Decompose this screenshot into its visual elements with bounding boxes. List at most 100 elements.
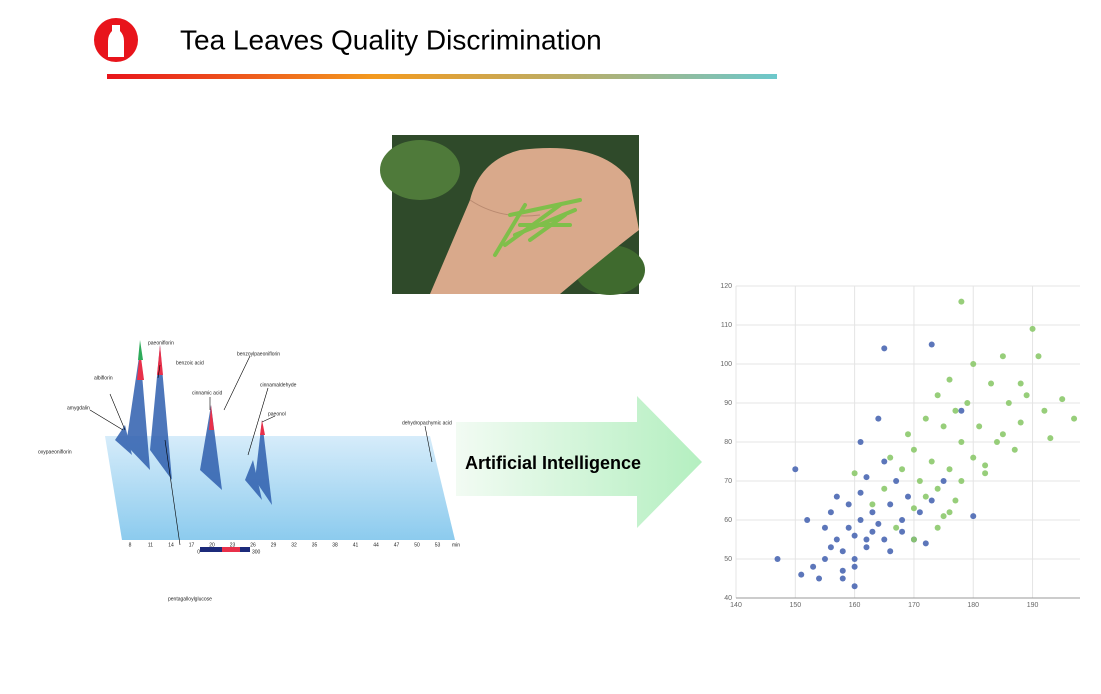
y-tick-label: 60 <box>724 517 732 524</box>
colorbar-label: 300 <box>252 549 261 555</box>
scatter-point <box>1047 435 1054 442</box>
scatter-point <box>875 520 882 527</box>
scatter-point <box>881 458 888 465</box>
scatter-point <box>964 400 971 406</box>
scatter-point <box>928 458 935 465</box>
y-tick-label: 80 <box>724 439 732 446</box>
y-tick-label: 50 <box>724 556 732 563</box>
scatter-point <box>857 489 864 496</box>
compound-label: pentagalloylglucose <box>168 596 212 602</box>
scatter-point <box>1011 446 1018 453</box>
scatter-point <box>1035 353 1042 360</box>
scatter-point <box>857 439 864 445</box>
scatter-chart: 40 50 60 70 80 90 100 110 120 140 150 160 170 180 190 <box>720 283 1080 609</box>
y-tick-label: 110 <box>721 322 732 329</box>
x-tick-label: 160 <box>849 602 861 609</box>
scatter-point <box>946 509 953 516</box>
scatter-point <box>1041 407 1048 414</box>
scatter-point <box>827 544 834 551</box>
scatter-point <box>887 501 894 508</box>
scatter-point <box>934 524 941 531</box>
time-tick-label: 44 <box>373 542 379 548</box>
scatter-point <box>899 517 906 523</box>
scatter-point <box>905 493 911 500</box>
scatter-point <box>934 392 941 399</box>
x-tick-label: 150 <box>789 602 801 609</box>
y-tick-label: 120 <box>720 283 732 290</box>
compound-label: cinnamic acid <box>192 390 223 396</box>
time-tick-label: 47 <box>394 542 400 548</box>
chromatogram: 0 300 oxypaeoniflorin amygdalin albiflor… <box>38 340 460 602</box>
scatter-point <box>810 563 817 570</box>
scatter-point <box>827 509 834 516</box>
time-tick-label: 26 <box>250 542 256 548</box>
scatter-point <box>881 345 888 352</box>
scatter-point <box>988 380 995 387</box>
time-tick-label: 11 <box>148 542 153 548</box>
compound-label: cinnamaldehyde <box>260 382 297 388</box>
compound-label: albiflorin <box>94 375 113 381</box>
scatter-point <box>821 556 828 562</box>
scatter-point <box>970 513 977 520</box>
scatter-point <box>940 423 947 430</box>
scatter-point <box>928 497 935 504</box>
scatter-point <box>1005 400 1012 406</box>
scatter-point <box>940 478 947 484</box>
scatter-point <box>845 501 852 508</box>
time-tick-label: 53 <box>435 542 441 548</box>
scatter-point <box>893 524 900 531</box>
slide-title: Tea Leaves Quality Discrimination <box>180 24 602 55</box>
scatter-point <box>910 536 917 543</box>
scatter-point <box>916 509 923 516</box>
scatter-point <box>1017 380 1024 387</box>
scatter-point <box>833 536 840 543</box>
scatter-point <box>839 575 846 582</box>
y-tick-label: 90 <box>724 400 732 407</box>
time-tick-label: 29 <box>271 542 277 548</box>
scatter-point <box>857 517 864 523</box>
scatter-point <box>887 548 894 555</box>
scatter-point <box>982 470 989 477</box>
time-tick-label: 32 <box>291 542 297 548</box>
scatter-point <box>899 528 906 535</box>
scatter-point <box>863 544 870 551</box>
scatter-point <box>881 536 888 543</box>
scatter-point <box>958 407 965 414</box>
time-tick-label: 8 <box>129 542 132 548</box>
scatter-point <box>887 454 894 461</box>
scatter-point <box>774 556 781 562</box>
compound-label: dehydropachymic acid <box>402 420 452 426</box>
scatter-point <box>993 439 1000 445</box>
scatter-point <box>821 524 828 531</box>
scatter-point <box>928 341 935 348</box>
time-unit: min <box>452 542 460 548</box>
scatter-point <box>916 478 923 484</box>
scatter-point <box>1071 415 1078 422</box>
scatter-point <box>1017 419 1024 426</box>
scatter-point <box>910 505 917 512</box>
compound-label: paeoniflorin <box>148 340 174 346</box>
scatter-point <box>922 493 929 500</box>
scatter-point <box>839 548 846 555</box>
scatter-point <box>798 571 805 578</box>
scatter-point <box>863 536 870 543</box>
compound-label: paeonol <box>268 411 286 417</box>
title-rule <box>107 74 777 79</box>
scatter-point <box>792 466 799 473</box>
scatter-point <box>839 567 846 574</box>
scatter-point <box>881 485 888 492</box>
time-tick-label: 20 <box>209 542 215 548</box>
time-tick-label: 41 <box>353 542 359 548</box>
scatter-point <box>1029 325 1036 332</box>
compound-label: benzoylpaeoniflorin <box>237 351 280 357</box>
scatter-point <box>934 485 941 492</box>
scatter-point <box>804 517 811 523</box>
scatter-point <box>851 583 858 590</box>
scatter-point <box>999 431 1006 438</box>
scatter-point <box>922 415 929 422</box>
scatter-point <box>899 466 906 473</box>
scatter-point <box>922 540 929 547</box>
scatter-point <box>869 501 876 508</box>
time-tick-label: 17 <box>189 542 195 548</box>
